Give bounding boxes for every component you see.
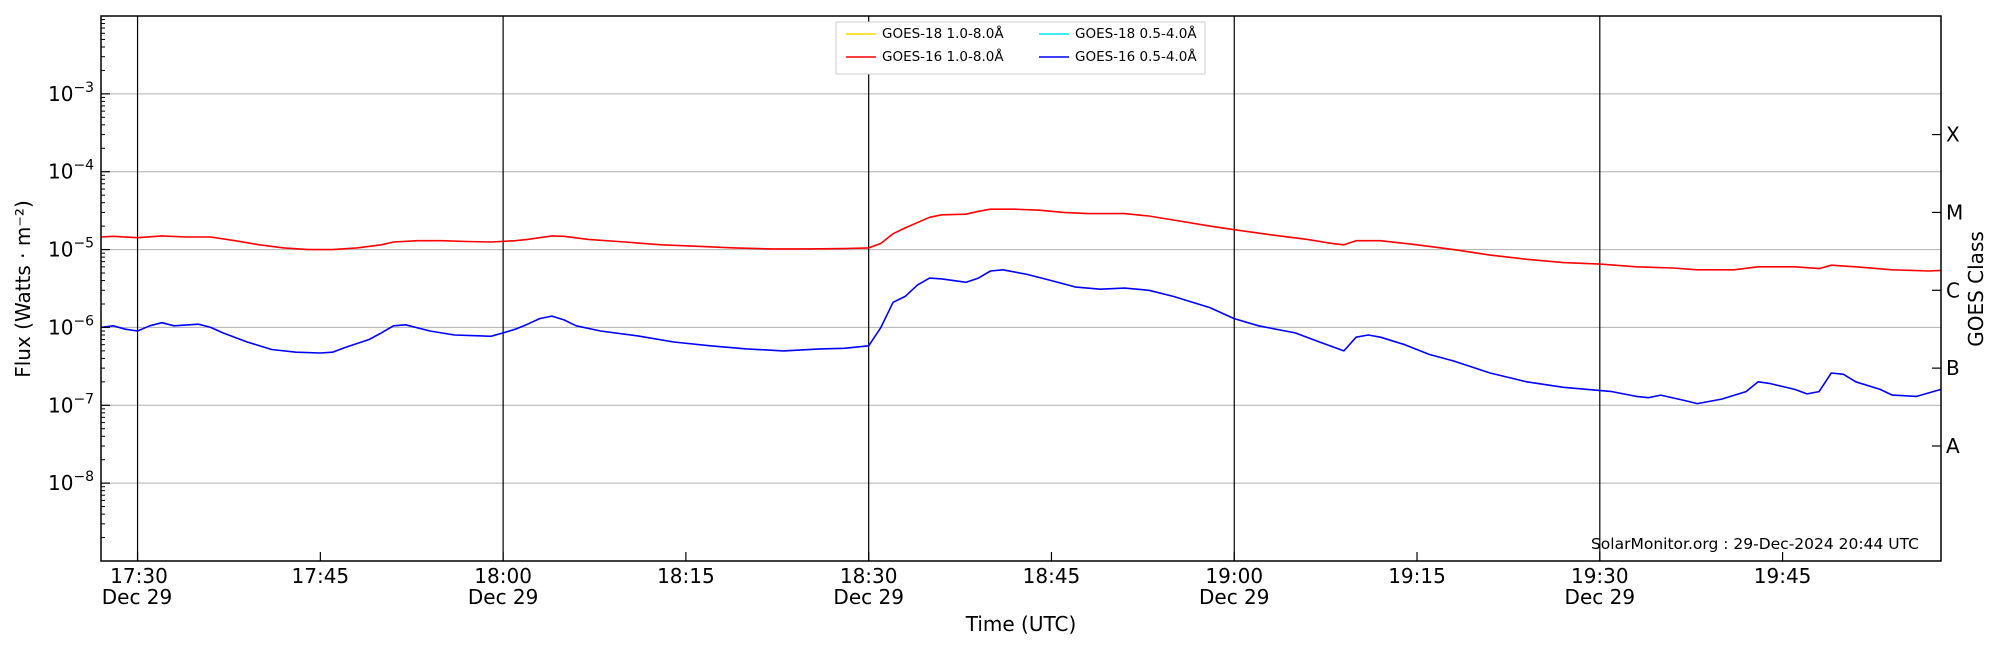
x-tick-label: 19:30 xyxy=(1571,564,1629,588)
credit-text: SolarMonitor.org : 29-Dec-2024 20:44 UTC xyxy=(1591,535,1919,553)
legend-label: GOES-18 1.0-8.0Å xyxy=(882,25,1004,42)
y-tick-label: 10−3 xyxy=(48,80,94,106)
x-tick-label: 19:45 xyxy=(1754,564,1812,588)
x-tick-label: 19:15 xyxy=(1388,564,1446,588)
x-tick-date-label: Dec 29 xyxy=(1199,585,1270,609)
series-line xyxy=(100,208,1942,272)
y-axis-title: Flux (Watts · m⁻²) xyxy=(11,200,35,378)
goes-class-labels: A B C M X xyxy=(1932,123,1963,458)
goes-class-label: B xyxy=(1946,356,1960,380)
legend-box xyxy=(835,21,1206,75)
x-tick-label: 18:45 xyxy=(1023,564,1081,588)
legend-label: GOES-18 0.5-4.0Å xyxy=(1075,25,1197,42)
legend-entries: GOES-18 1.0-8.0Å GOES-18 0.5-4.0Å GOES-16 … xyxy=(846,25,1197,65)
x-axis-title: Time (UTC) xyxy=(965,612,1077,636)
x-tick-label: 17:30 xyxy=(110,564,168,588)
x-tick-date-label: Dec 29 xyxy=(102,585,173,609)
series-line xyxy=(100,269,1942,405)
x-tick-label: 17:45 xyxy=(292,564,350,588)
x-tick-date-label: Dec 29 xyxy=(468,585,539,609)
goes-class-label: A xyxy=(1946,434,1960,458)
y-tick-label: 10−8 xyxy=(48,469,94,495)
x-tick-date-label: Dec 29 xyxy=(1565,585,1636,609)
y-axis-ticks: 10−8 10−7 10−6 10−5 10−4 10−3 xyxy=(48,19,110,539)
legend: GOES-18 1.0-8.0Å GOES-18 0.5-4.0Å GOES-16 … xyxy=(835,21,1206,75)
day-hour-markers xyxy=(136,16,1601,561)
y-tick-label: 10−5 xyxy=(48,236,94,262)
goes-class-label: X xyxy=(1946,123,1960,147)
y-tick-label: 10−7 xyxy=(48,391,94,417)
plot-frame xyxy=(100,15,1942,562)
legend-label: GOES-16 0.5-4.0Å xyxy=(1075,48,1197,65)
y-tick-label: 10−6 xyxy=(48,313,94,339)
x-tick-label: 18:30 xyxy=(840,564,898,588)
x-tick-label: 18:15 xyxy=(657,564,715,588)
x-tick-date-label: Dec 29 xyxy=(833,585,904,609)
grid-lines xyxy=(101,93,1941,484)
goes-class-label: M xyxy=(1946,200,1963,224)
y-tick-label: 10−4 xyxy=(48,158,94,184)
x-tick-label: 18:00 xyxy=(474,564,532,588)
goes-class-label: C xyxy=(1946,278,1960,302)
x-tick-label: 19:00 xyxy=(1205,564,1263,588)
goes-class-axis-title: GOES Class xyxy=(1964,231,1988,347)
legend-label: GOES-16 1.0-8.0Å xyxy=(882,48,1004,65)
series-lines xyxy=(100,208,1942,405)
